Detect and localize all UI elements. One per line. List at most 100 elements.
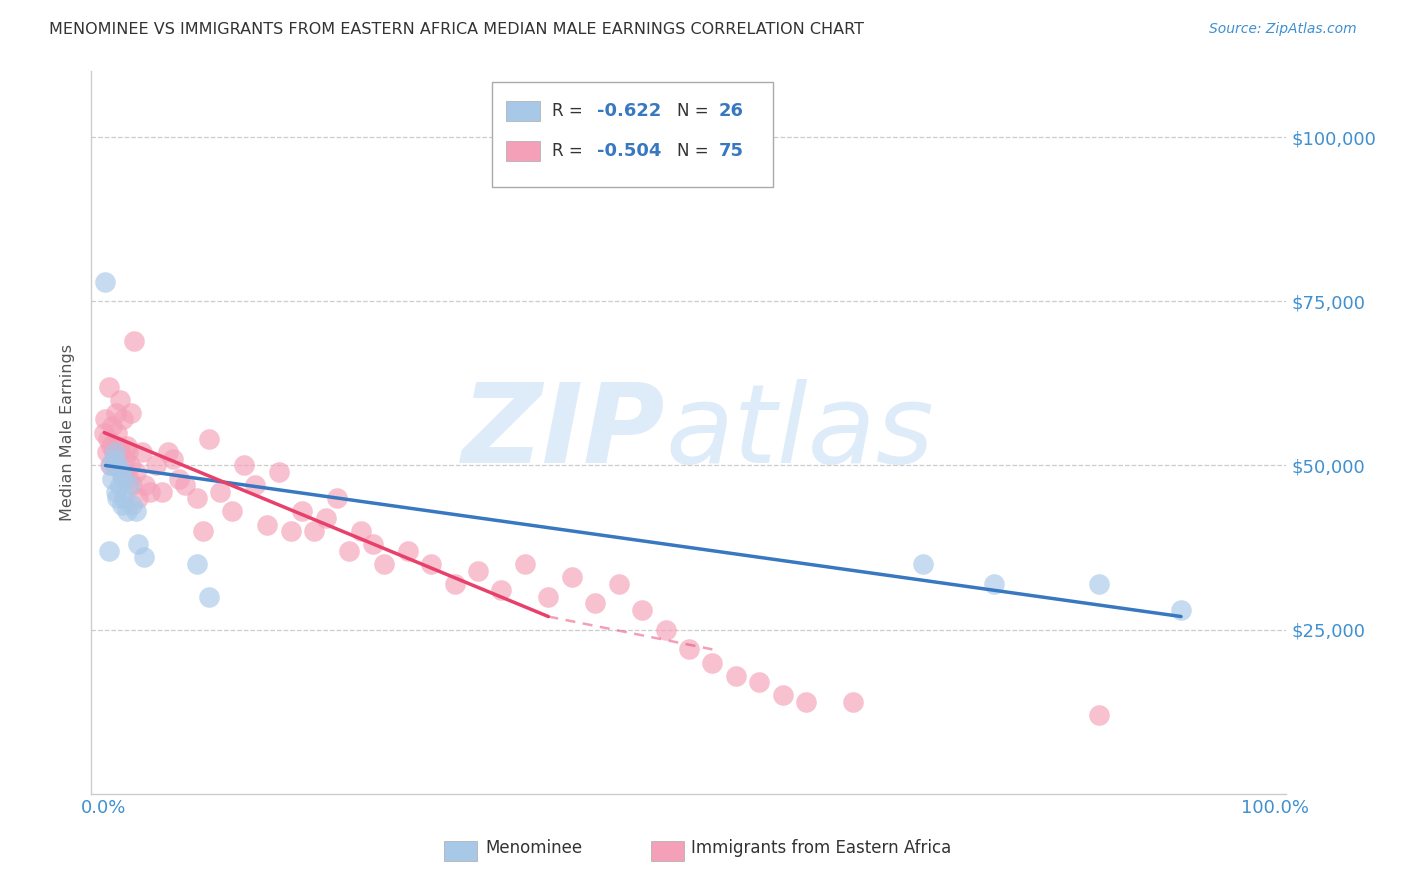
Point xyxy=(350,524,373,538)
Point xyxy=(111,465,134,479)
FancyBboxPatch shape xyxy=(651,841,685,861)
Point xyxy=(197,590,219,604)
Point xyxy=(121,478,143,492)
Point xyxy=(162,451,184,466)
Point xyxy=(491,583,513,598)
Text: 26: 26 xyxy=(718,102,744,120)
Text: atlas: atlas xyxy=(665,379,934,486)
Point xyxy=(94,275,117,289)
Point xyxy=(280,524,302,538)
FancyBboxPatch shape xyxy=(506,141,540,161)
Text: R =: R = xyxy=(551,102,588,120)
Point xyxy=(631,603,654,617)
Point xyxy=(1170,603,1192,617)
Point xyxy=(108,478,131,492)
Point xyxy=(120,406,142,420)
Point xyxy=(101,472,124,486)
Point xyxy=(467,564,489,578)
Point xyxy=(221,504,243,518)
Point xyxy=(107,439,129,453)
Point xyxy=(103,445,125,459)
Point xyxy=(105,491,128,506)
Point xyxy=(983,576,1005,591)
Point xyxy=(101,419,124,434)
FancyBboxPatch shape xyxy=(506,101,540,121)
Point xyxy=(748,675,770,690)
Text: N =: N = xyxy=(678,142,714,160)
Point xyxy=(98,379,120,393)
Point xyxy=(191,524,214,538)
Point xyxy=(337,544,360,558)
Point xyxy=(150,484,173,499)
Point xyxy=(373,557,395,571)
Text: -0.622: -0.622 xyxy=(598,102,661,120)
Point xyxy=(232,458,254,473)
Point xyxy=(118,478,141,492)
Point xyxy=(115,504,138,518)
Point xyxy=(197,432,219,446)
Point xyxy=(842,695,865,709)
Point xyxy=(127,537,149,551)
Point xyxy=(105,425,128,440)
Text: -0.504: -0.504 xyxy=(598,142,661,160)
Point xyxy=(107,458,129,473)
Point xyxy=(1088,708,1111,723)
Point xyxy=(396,544,419,558)
Point xyxy=(302,524,325,538)
Point xyxy=(443,576,465,591)
Point xyxy=(117,445,139,459)
Point xyxy=(120,458,141,473)
Point xyxy=(114,451,136,466)
Text: R =: R = xyxy=(551,142,588,160)
Text: MENOMINEE VS IMMIGRANTS FROM EASTERN AFRICA MEDIAN MALE EARNINGS CORRELATION CHA: MENOMINEE VS IMMIGRANTS FROM EASTERN AFR… xyxy=(49,22,865,37)
Point xyxy=(772,689,794,703)
FancyBboxPatch shape xyxy=(444,841,478,861)
Point xyxy=(98,458,121,473)
Point xyxy=(654,623,676,637)
Point xyxy=(291,504,314,518)
Point xyxy=(122,334,145,348)
Point xyxy=(131,445,153,459)
Point xyxy=(583,596,606,610)
Text: 75: 75 xyxy=(718,142,744,160)
Point xyxy=(361,537,384,551)
Point xyxy=(561,570,583,584)
Point xyxy=(94,412,117,426)
Point xyxy=(112,472,135,486)
Point xyxy=(267,465,290,479)
Point xyxy=(209,484,232,499)
Point xyxy=(1088,576,1111,591)
Point xyxy=(110,465,132,479)
Point xyxy=(513,557,536,571)
Point xyxy=(105,406,127,420)
Point xyxy=(169,472,191,486)
Point xyxy=(97,432,120,446)
Point xyxy=(537,590,560,604)
Point xyxy=(112,491,135,506)
Point xyxy=(186,557,208,571)
Point xyxy=(139,484,162,499)
FancyBboxPatch shape xyxy=(492,82,773,187)
Text: ZIP: ZIP xyxy=(461,379,665,486)
Point xyxy=(724,668,747,682)
Point xyxy=(108,392,131,407)
Point xyxy=(104,458,127,473)
Point xyxy=(112,472,135,486)
Point xyxy=(420,557,443,571)
Point xyxy=(174,478,197,492)
Point xyxy=(103,451,125,466)
Point xyxy=(156,445,179,459)
Text: Menominee: Menominee xyxy=(486,839,583,857)
Point xyxy=(134,478,156,492)
Point xyxy=(100,458,122,473)
Point xyxy=(127,491,149,506)
Y-axis label: Median Male Earnings: Median Male Earnings xyxy=(60,344,76,521)
Point xyxy=(186,491,208,506)
Point xyxy=(115,439,138,453)
Point xyxy=(111,498,134,512)
Point xyxy=(98,544,120,558)
Point xyxy=(105,484,127,499)
Point xyxy=(315,511,337,525)
Point xyxy=(118,472,141,486)
Text: Immigrants from Eastern Africa: Immigrants from Eastern Africa xyxy=(692,839,952,857)
